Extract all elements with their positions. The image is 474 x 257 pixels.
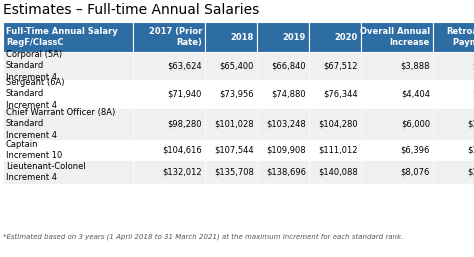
Bar [3,140,133,160]
Bar [309,80,361,108]
Bar [133,22,205,52]
Bar [205,22,257,52]
Text: $138,696: $138,696 [266,168,306,177]
Text: Captain
Increment 10: Captain Increment 10 [6,140,62,160]
Text: $132,012: $132,012 [163,168,202,177]
Text: $101,028: $101,028 [214,120,254,128]
Bar [309,52,361,80]
Bar [433,52,474,80]
Text: $4,404: $4,404 [401,89,430,98]
Bar [433,80,474,108]
Text: 2020: 2020 [335,32,358,41]
Text: Retroactive
Payment *: Retroactive Payment * [447,27,474,47]
Bar [257,108,309,140]
Bar [433,108,474,140]
Bar [257,80,309,108]
Bar [309,160,361,184]
Text: $3,888: $3,888 [401,61,430,70]
Bar [361,108,433,140]
Text: 2017 (Prior
Rate): 2017 (Prior Rate) [149,27,202,47]
Text: 2018: 2018 [231,32,254,41]
Text: $13,716: $13,716 [467,120,474,128]
Bar [433,160,474,184]
Text: Overall Annual
Increase: Overall Annual Increase [360,27,430,47]
Bar [133,140,205,160]
Bar [309,140,361,160]
Text: Estimates – Full-time Annual Salaries: Estimates – Full-time Annual Salaries [3,3,259,17]
Bar [257,140,309,160]
Text: $104,616: $104,616 [162,145,202,154]
Bar [3,108,133,140]
Text: $109,908: $109,908 [266,145,306,154]
Bar [361,160,433,184]
Bar [3,22,133,52]
Bar [361,52,433,80]
Text: Sergeant (6A)
Standard
Increment 4: Sergeant (6A) Standard Increment 4 [6,78,64,109]
Text: $111,012: $111,012 [319,145,358,154]
Bar [361,80,433,108]
Text: *Estimated based on 3 years (1 April 2018 to 31 March 2021) at the maximum incre: *Estimated based on 3 years (1 April 201… [3,233,403,240]
Bar [133,80,205,108]
Text: $73,956: $73,956 [219,89,254,98]
Text: $135,708: $135,708 [214,168,254,177]
Bar [433,140,474,160]
Bar [205,80,257,108]
Text: $140,088: $140,088 [318,168,358,177]
Text: 2019: 2019 [283,32,306,41]
Text: $6,396: $6,396 [401,145,430,154]
Bar [205,160,257,184]
Text: $18,456: $18,456 [467,168,474,177]
Text: $9,360: $9,360 [473,89,474,98]
Bar [3,52,133,80]
Bar [133,160,205,184]
Text: $103,248: $103,248 [266,120,306,128]
Bar [205,108,257,140]
Bar [309,108,361,140]
Bar [257,160,309,184]
Bar [3,160,133,184]
Text: Full-Time Annual Salary
RegF/ClassC: Full-Time Annual Salary RegF/ClassC [6,27,118,47]
Text: $98,280: $98,280 [167,120,202,128]
Text: $67,512: $67,512 [323,61,358,70]
Text: $65,400: $65,400 [219,61,254,70]
Bar [205,140,257,160]
Bar [433,22,474,52]
Bar [361,140,433,160]
Bar [257,22,309,52]
Text: $8,880: $8,880 [473,61,474,70]
Text: Lieutenant-Colonel
Increment 4: Lieutenant-Colonel Increment 4 [6,162,86,182]
Text: $74,880: $74,880 [272,89,306,98]
Text: $63,624: $63,624 [167,61,202,70]
Text: Chief Warrant Officer (8A)
Standard
Increment 4: Chief Warrant Officer (8A) Standard Incr… [6,108,115,140]
Text: $71,940: $71,940 [168,89,202,98]
Text: $104,280: $104,280 [319,120,358,128]
Bar [3,80,133,108]
Text: $66,840: $66,840 [272,61,306,70]
Bar [257,52,309,80]
Bar [309,22,361,52]
Bar [133,108,205,140]
Text: $107,544: $107,544 [214,145,254,154]
Text: Corporal (5A)
Standard
Increment 4: Corporal (5A) Standard Increment 4 [6,50,62,82]
Bar [205,52,257,80]
Text: $6,000: $6,000 [401,120,430,128]
Text: $14,616: $14,616 [467,145,474,154]
Text: $76,344: $76,344 [323,89,358,98]
Text: $8,076: $8,076 [401,168,430,177]
Bar [133,52,205,80]
Bar [361,22,433,52]
